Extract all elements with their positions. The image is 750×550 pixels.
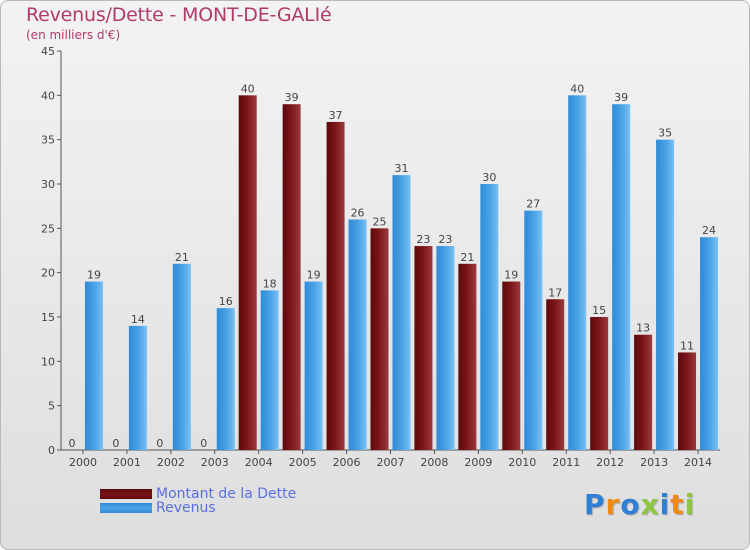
x-tick-label-2011: 2011 bbox=[552, 456, 580, 469]
y-tick-label: 45 bbox=[41, 45, 55, 58]
x-tick-label-2006: 2006 bbox=[333, 456, 361, 469]
data-label-debt-2003: 0 bbox=[200, 437, 207, 450]
y-tick-label: 40 bbox=[41, 89, 55, 102]
x-tick-label-2007: 2007 bbox=[377, 456, 405, 469]
x-tick-label-2008: 2008 bbox=[420, 456, 448, 469]
bar-revenue-2005 bbox=[304, 281, 323, 450]
y-tick-label: 0 bbox=[48, 444, 55, 457]
data-label-revenue-2010: 27 bbox=[526, 198, 540, 211]
data-label-revenue-2014: 24 bbox=[702, 224, 716, 237]
bar-revenue-2008 bbox=[436, 246, 455, 450]
data-label-debt-2005: 39 bbox=[285, 91, 299, 104]
bar-revenue-2007 bbox=[392, 175, 411, 450]
legend-label-revenue: Revenus bbox=[156, 500, 216, 516]
chart-subtitle: (en milliers d'€) bbox=[26, 28, 121, 42]
data-label-debt-2009: 21 bbox=[460, 251, 474, 264]
x-tick-label-2014: 2014 bbox=[684, 456, 712, 469]
logo-letter: t bbox=[670, 488, 685, 521]
x-tick-label-2010: 2010 bbox=[508, 456, 536, 469]
bar-revenue-2004 bbox=[260, 290, 279, 450]
x-tick-label-2002: 2002 bbox=[157, 456, 185, 469]
bar-debt-2006 bbox=[326, 121, 345, 450]
bar-debt-2013 bbox=[634, 334, 653, 450]
legend-swatch-revenue bbox=[100, 503, 152, 513]
logo-letter: x bbox=[640, 488, 660, 521]
data-label-revenue-2011: 40 bbox=[570, 82, 584, 95]
data-label-debt-2000: 0 bbox=[68, 437, 75, 450]
y-tick-label: 10 bbox=[41, 355, 55, 368]
x-tick-label-2005: 2005 bbox=[289, 456, 317, 469]
data-label-revenue-2008: 23 bbox=[438, 233, 452, 246]
bar-debt-2009 bbox=[458, 263, 477, 450]
x-tick-label-2012: 2012 bbox=[596, 456, 624, 469]
data-label-debt-2004: 40 bbox=[241, 82, 255, 95]
x-tick-label-2003: 2003 bbox=[201, 456, 229, 469]
bar-revenue-2002 bbox=[172, 263, 191, 450]
legend-item-revenue: Revenus bbox=[100, 500, 216, 516]
y-tick-label: 20 bbox=[41, 267, 55, 280]
data-label-debt-2006: 37 bbox=[329, 109, 343, 122]
data-label-revenue-2013: 35 bbox=[658, 127, 672, 140]
bar-revenue-2014 bbox=[700, 237, 719, 450]
bar-revenue-2003 bbox=[216, 308, 235, 450]
bar-revenue-2013 bbox=[656, 139, 675, 450]
data-label-debt-2007: 25 bbox=[373, 215, 387, 228]
bar-revenue-2010 bbox=[524, 210, 543, 450]
chart-title: Revenus/Dette - MONT-DE-GALIé bbox=[26, 4, 332, 26]
data-label-debt-2013: 13 bbox=[636, 322, 650, 335]
bar-debt-2014 bbox=[678, 352, 697, 450]
x-tick-label-2001: 2001 bbox=[113, 456, 141, 469]
bar-revenue-2001 bbox=[128, 325, 147, 450]
bar-debt-2010 bbox=[502, 281, 521, 450]
data-label-revenue-2009: 30 bbox=[482, 171, 496, 184]
legend-label-debt: Montant de la Dette bbox=[156, 486, 297, 502]
x-tick-label-2004: 2004 bbox=[245, 456, 273, 469]
bar-revenue-2006 bbox=[348, 219, 367, 450]
data-label-debt-2012: 15 bbox=[592, 304, 606, 317]
logo-letter: i bbox=[684, 488, 696, 521]
data-label-debt-2001: 0 bbox=[112, 437, 119, 450]
data-label-revenue-2006: 26 bbox=[351, 206, 365, 219]
y-tick-label: 15 bbox=[41, 311, 55, 324]
data-label-debt-2011: 17 bbox=[548, 286, 562, 299]
legend-swatch-debt bbox=[100, 489, 152, 499]
x-tick-label-2009: 2009 bbox=[464, 456, 492, 469]
y-tick-label: 35 bbox=[41, 134, 55, 147]
logo-letter: r bbox=[605, 488, 621, 521]
data-label-revenue-2003: 16 bbox=[219, 295, 233, 308]
x-tick-label-2013: 2013 bbox=[640, 456, 668, 469]
bar-revenue-2000 bbox=[84, 281, 103, 450]
proxiti-logo: Proxiti bbox=[584, 488, 695, 521]
data-label-revenue-2012: 39 bbox=[614, 91, 628, 104]
data-label-debt-2002: 0 bbox=[156, 437, 163, 450]
bar-debt-2005 bbox=[282, 104, 301, 450]
data-label-revenue-2005: 19 bbox=[307, 269, 321, 282]
bar-revenue-2009 bbox=[480, 184, 499, 450]
y-tick-label: 30 bbox=[41, 178, 55, 191]
legend-item-debt: Montant de la Dette bbox=[100, 486, 296, 502]
x-tick-label-2000: 2000 bbox=[69, 456, 97, 469]
data-label-revenue-2000: 19 bbox=[87, 269, 101, 282]
bar-debt-2011 bbox=[546, 299, 565, 450]
data-label-revenue-2002: 21 bbox=[175, 251, 189, 264]
logo-letter: i bbox=[659, 488, 671, 521]
bar-debt-2004 bbox=[238, 95, 257, 450]
data-label-debt-2010: 19 bbox=[504, 269, 518, 282]
y-tick-label: 25 bbox=[41, 222, 55, 235]
y-tick-label: 5 bbox=[48, 400, 55, 413]
bar-debt-2007 bbox=[370, 228, 389, 450]
bar-revenue-2012 bbox=[612, 104, 631, 450]
data-label-revenue-2001: 14 bbox=[131, 313, 145, 326]
logo-letter: P bbox=[584, 488, 606, 521]
bar-debt-2012 bbox=[590, 317, 609, 450]
data-label-revenue-2007: 31 bbox=[395, 162, 409, 175]
data-label-revenue-2004: 18 bbox=[263, 277, 277, 290]
data-label-debt-2014: 11 bbox=[680, 339, 694, 352]
bar-revenue-2011 bbox=[568, 95, 587, 450]
data-label-debt-2008: 23 bbox=[416, 233, 430, 246]
logo-letter: o bbox=[620, 488, 641, 521]
bar-debt-2008 bbox=[414, 246, 433, 450]
